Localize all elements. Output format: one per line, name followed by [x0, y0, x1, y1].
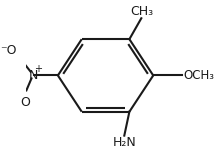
Text: N: N [29, 69, 38, 82]
Text: +: + [34, 64, 42, 75]
Text: H₂N: H₂N [112, 136, 136, 149]
Text: O: O [21, 96, 31, 109]
Text: CH₃: CH₃ [130, 5, 153, 17]
Text: ⁻O: ⁻O [0, 44, 17, 57]
Text: OCH₃: OCH₃ [183, 69, 214, 82]
